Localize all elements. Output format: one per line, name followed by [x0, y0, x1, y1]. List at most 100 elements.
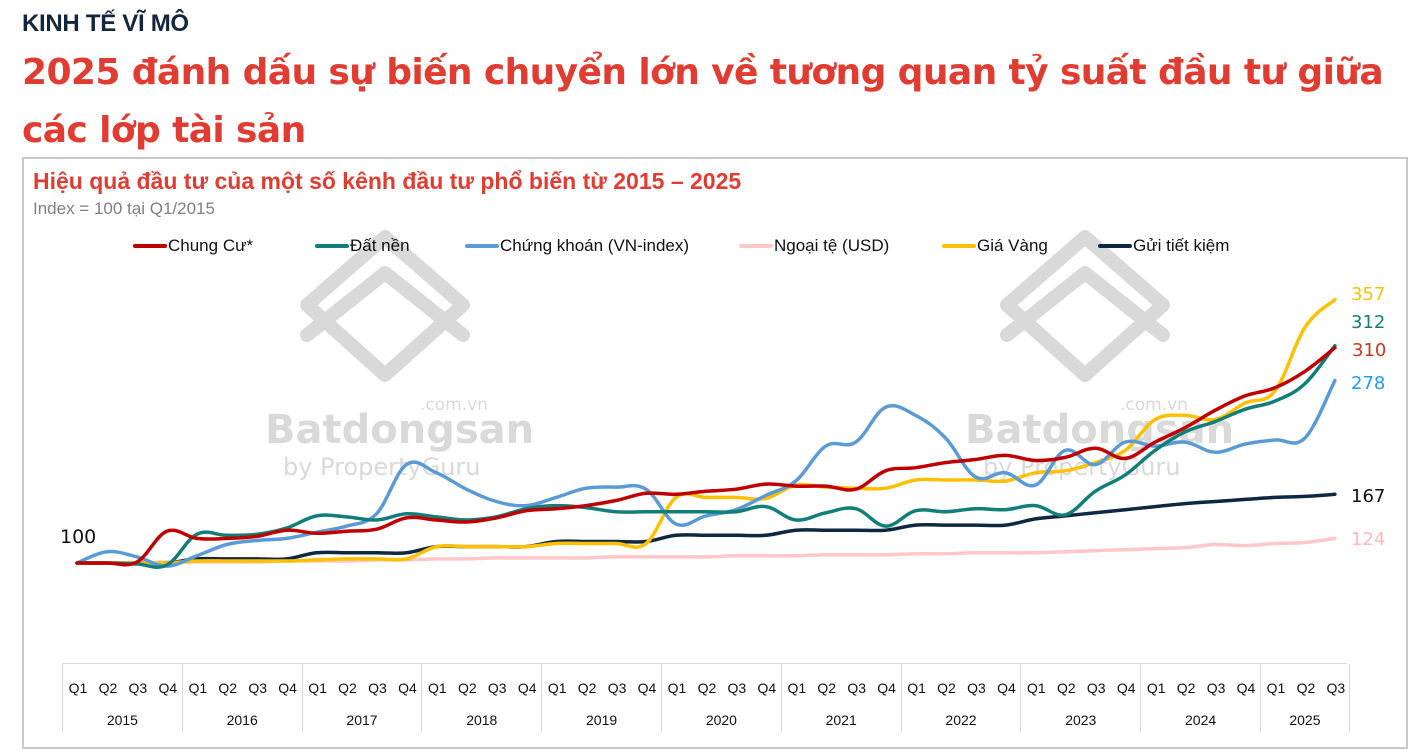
axis-quarter-label: Q4 [158, 680, 178, 696]
line-chung-cu [75, 346, 1337, 567]
axis-year-label: 2021 [825, 712, 857, 728]
axis-quarter-label: Q3 [248, 680, 268, 696]
legend-label: Ngoại tệ (USD) [774, 236, 890, 255]
axis-year-group: Q1 Q2 Q3 Q4 2021 [780, 664, 901, 732]
legend-label: Gửi tiết kiệm [1133, 236, 1230, 255]
axis-year-group: Q1 Q2 Q3 Q4 2023 [1020, 664, 1140, 732]
legend-item-chung-cu[interactable]: Chung Cư* [133, 235, 253, 257]
axis-quarter-label: Q1 [428, 680, 447, 696]
axis-quarter-label: Q4 [997, 680, 1016, 696]
axis-year-label: 2025 [1289, 712, 1321, 728]
axis-quarter-label: Q2 [1056, 680, 1076, 696]
axis-quarter-label: Q3 [847, 680, 867, 696]
axis-year-label: 2024 [1185, 712, 1217, 728]
axis-quarter-label: Q4 [637, 680, 657, 696]
axis-quarter-label: Q4 [877, 680, 896, 696]
axis-year-group: Q1 Q2 Q3 Q4 2015 [62, 664, 182, 732]
axis-quarter-label: Q1 [68, 680, 88, 696]
axis-quarter-label: Q1 [787, 680, 807, 696]
axis-quarter-label: Q3 [1086, 680, 1106, 696]
axis-quarter-label: Q4 [517, 680, 537, 696]
axis-quarter-label: Q4 [1116, 680, 1136, 696]
axis-quarter-label: Q4 [1236, 680, 1256, 696]
axis-quarter-label: Q2 [817, 680, 837, 696]
axis-year-label: 2016 [226, 712, 258, 728]
chart-frame [22, 157, 1408, 749]
axis-year-label: 2017 [346, 712, 378, 728]
axis-year-label: 2023 [1065, 712, 1097, 728]
legend-item-ngoai-te[interactable]: Ngoại tệ (USD) [739, 235, 889, 257]
legend-label: Chung Cư* [168, 236, 254, 255]
axis-year-group: Q1 Q2 Q3 Q4 2024 [1140, 664, 1260, 732]
axis-quarter-label: Q2 [98, 680, 118, 696]
axis-quarter-label: Q4 [757, 680, 777, 696]
legend-swatch-icon [1098, 244, 1132, 248]
axis-quarter-label: Q2 [697, 680, 717, 696]
legend-swatch-icon [465, 244, 499, 248]
axis-quarter-label: Q1 [188, 680, 208, 696]
axis-year-group: Q1 Q2 Q3 2025 [1260, 664, 1350, 732]
line-chung-khoan [75, 378, 1337, 568]
end-label-ngoai-te: 124 [1351, 529, 1386, 550]
axis-quarter-label: Q4 [398, 680, 417, 696]
headline: 2025 đánh dấu sự biến chuyển lớn về tươn… [22, 52, 1384, 151]
axis-quarter-label: Q2 [577, 680, 597, 696]
axis-quarter-label: Q1 [907, 680, 926, 696]
axis-year-group: Q1 Q2 Q3 Q4 2020 [661, 664, 781, 732]
line-gia-vang [75, 297, 1337, 565]
axis-quarter-label: Q3 [368, 680, 387, 696]
axis-quarter-label: Q2 [1296, 680, 1316, 696]
x-axis: Q1 Q2 Q3 Q4 2015 Q1 Q2 Q3 Q4 2016 Q1 Q2 Q3 Q4 2017 Q1 Q2… [62, 663, 1350, 732]
axis-quarter-label: Q2 [338, 680, 357, 696]
axis-quarter-label: Q2 [457, 680, 477, 696]
end-label-chung-khoan: 278 [1351, 373, 1386, 394]
start-value-label: 100 [60, 526, 97, 548]
legend-label: Chứng khoán (VN-index) [500, 236, 690, 255]
axis-year-label: 2018 [466, 712, 498, 728]
end-label-gui-tiet-kiem: 167 [1351, 486, 1386, 507]
axis-quarter-label: Q3 [727, 680, 747, 696]
axis-quarter-label: Q3 [128, 680, 148, 696]
axis-year-label: 2022 [945, 712, 977, 728]
legend-item-chung-khoan[interactable]: Chứng khoán (VN-index) [465, 235, 689, 257]
axis-year-label: 2015 [106, 712, 138, 728]
axis-quarter-label: Q3 [1326, 680, 1346, 696]
axis-quarter-label: Q1 [1027, 680, 1046, 696]
axis-quarter-label: Q3 [607, 680, 627, 696]
legend-swatch-icon [133, 244, 167, 248]
axis-year-group: Q1 Q2 Q3 Q4 2016 [181, 664, 302, 732]
axis-quarter-label: Q1 [547, 680, 567, 696]
legend-label: Giá Vàng [977, 236, 1048, 255]
end-label-gia-vang: 357 [1351, 284, 1386, 305]
legend-swatch-icon [315, 244, 349, 248]
axis-quarter-label: Q3 [1206, 680, 1226, 696]
axis-year-group: Q1 Q2 Q3 Q4 2019 [541, 664, 661, 732]
chart-subtitle: Index = 100 tại Q1/2015 [33, 199, 215, 218]
legend-label: Đất nền [350, 236, 410, 255]
chart-title: Hiệu quả đầu tư của một số kênh đầu tư p… [33, 168, 742, 194]
axis-year-label: 2019 [586, 712, 618, 728]
axis-quarter-label: Q1 [1146, 680, 1166, 696]
legend-swatch-icon [942, 244, 976, 248]
legend-item-gia-vang[interactable]: Giá Vàng [942, 235, 1048, 257]
axis-quarter-label: Q2 [937, 680, 956, 696]
axis-quarter-label: Q2 [1176, 680, 1196, 696]
end-label-chung-cu: 310 [1352, 340, 1387, 361]
legend-item-dat-nen[interactable]: Đất nền [315, 235, 410, 257]
axis-year-group: Q1 Q2 Q3 Q4 2018 [421, 664, 541, 732]
axis-year-group: Q1 Q2 Q3 Q4 2017 [301, 664, 422, 732]
axis-quarter-label: Q1 [308, 680, 327, 696]
legend-item-gui-tiet-kiem[interactable]: Gửi tiết kiệm [1098, 235, 1229, 257]
axis-quarter-label: Q3 [967, 680, 986, 696]
axis-quarter-label: Q3 [487, 680, 507, 696]
axis-year-label: 2020 [705, 712, 737, 728]
axis-quarter-label: Q2 [218, 680, 238, 696]
legend-swatch-icon [739, 244, 773, 248]
line-dat-nen [75, 343, 1337, 569]
axis-quarter-label: Q4 [278, 680, 297, 696]
axis-quarter-label: Q1 [667, 680, 687, 696]
line-gui-tiet-kiem [75, 492, 1337, 566]
axis-year-group: Q1 Q2 Q3 Q4 2022 [900, 664, 1021, 732]
section-label: KINH TẾ VĨ MÔ [22, 10, 189, 37]
